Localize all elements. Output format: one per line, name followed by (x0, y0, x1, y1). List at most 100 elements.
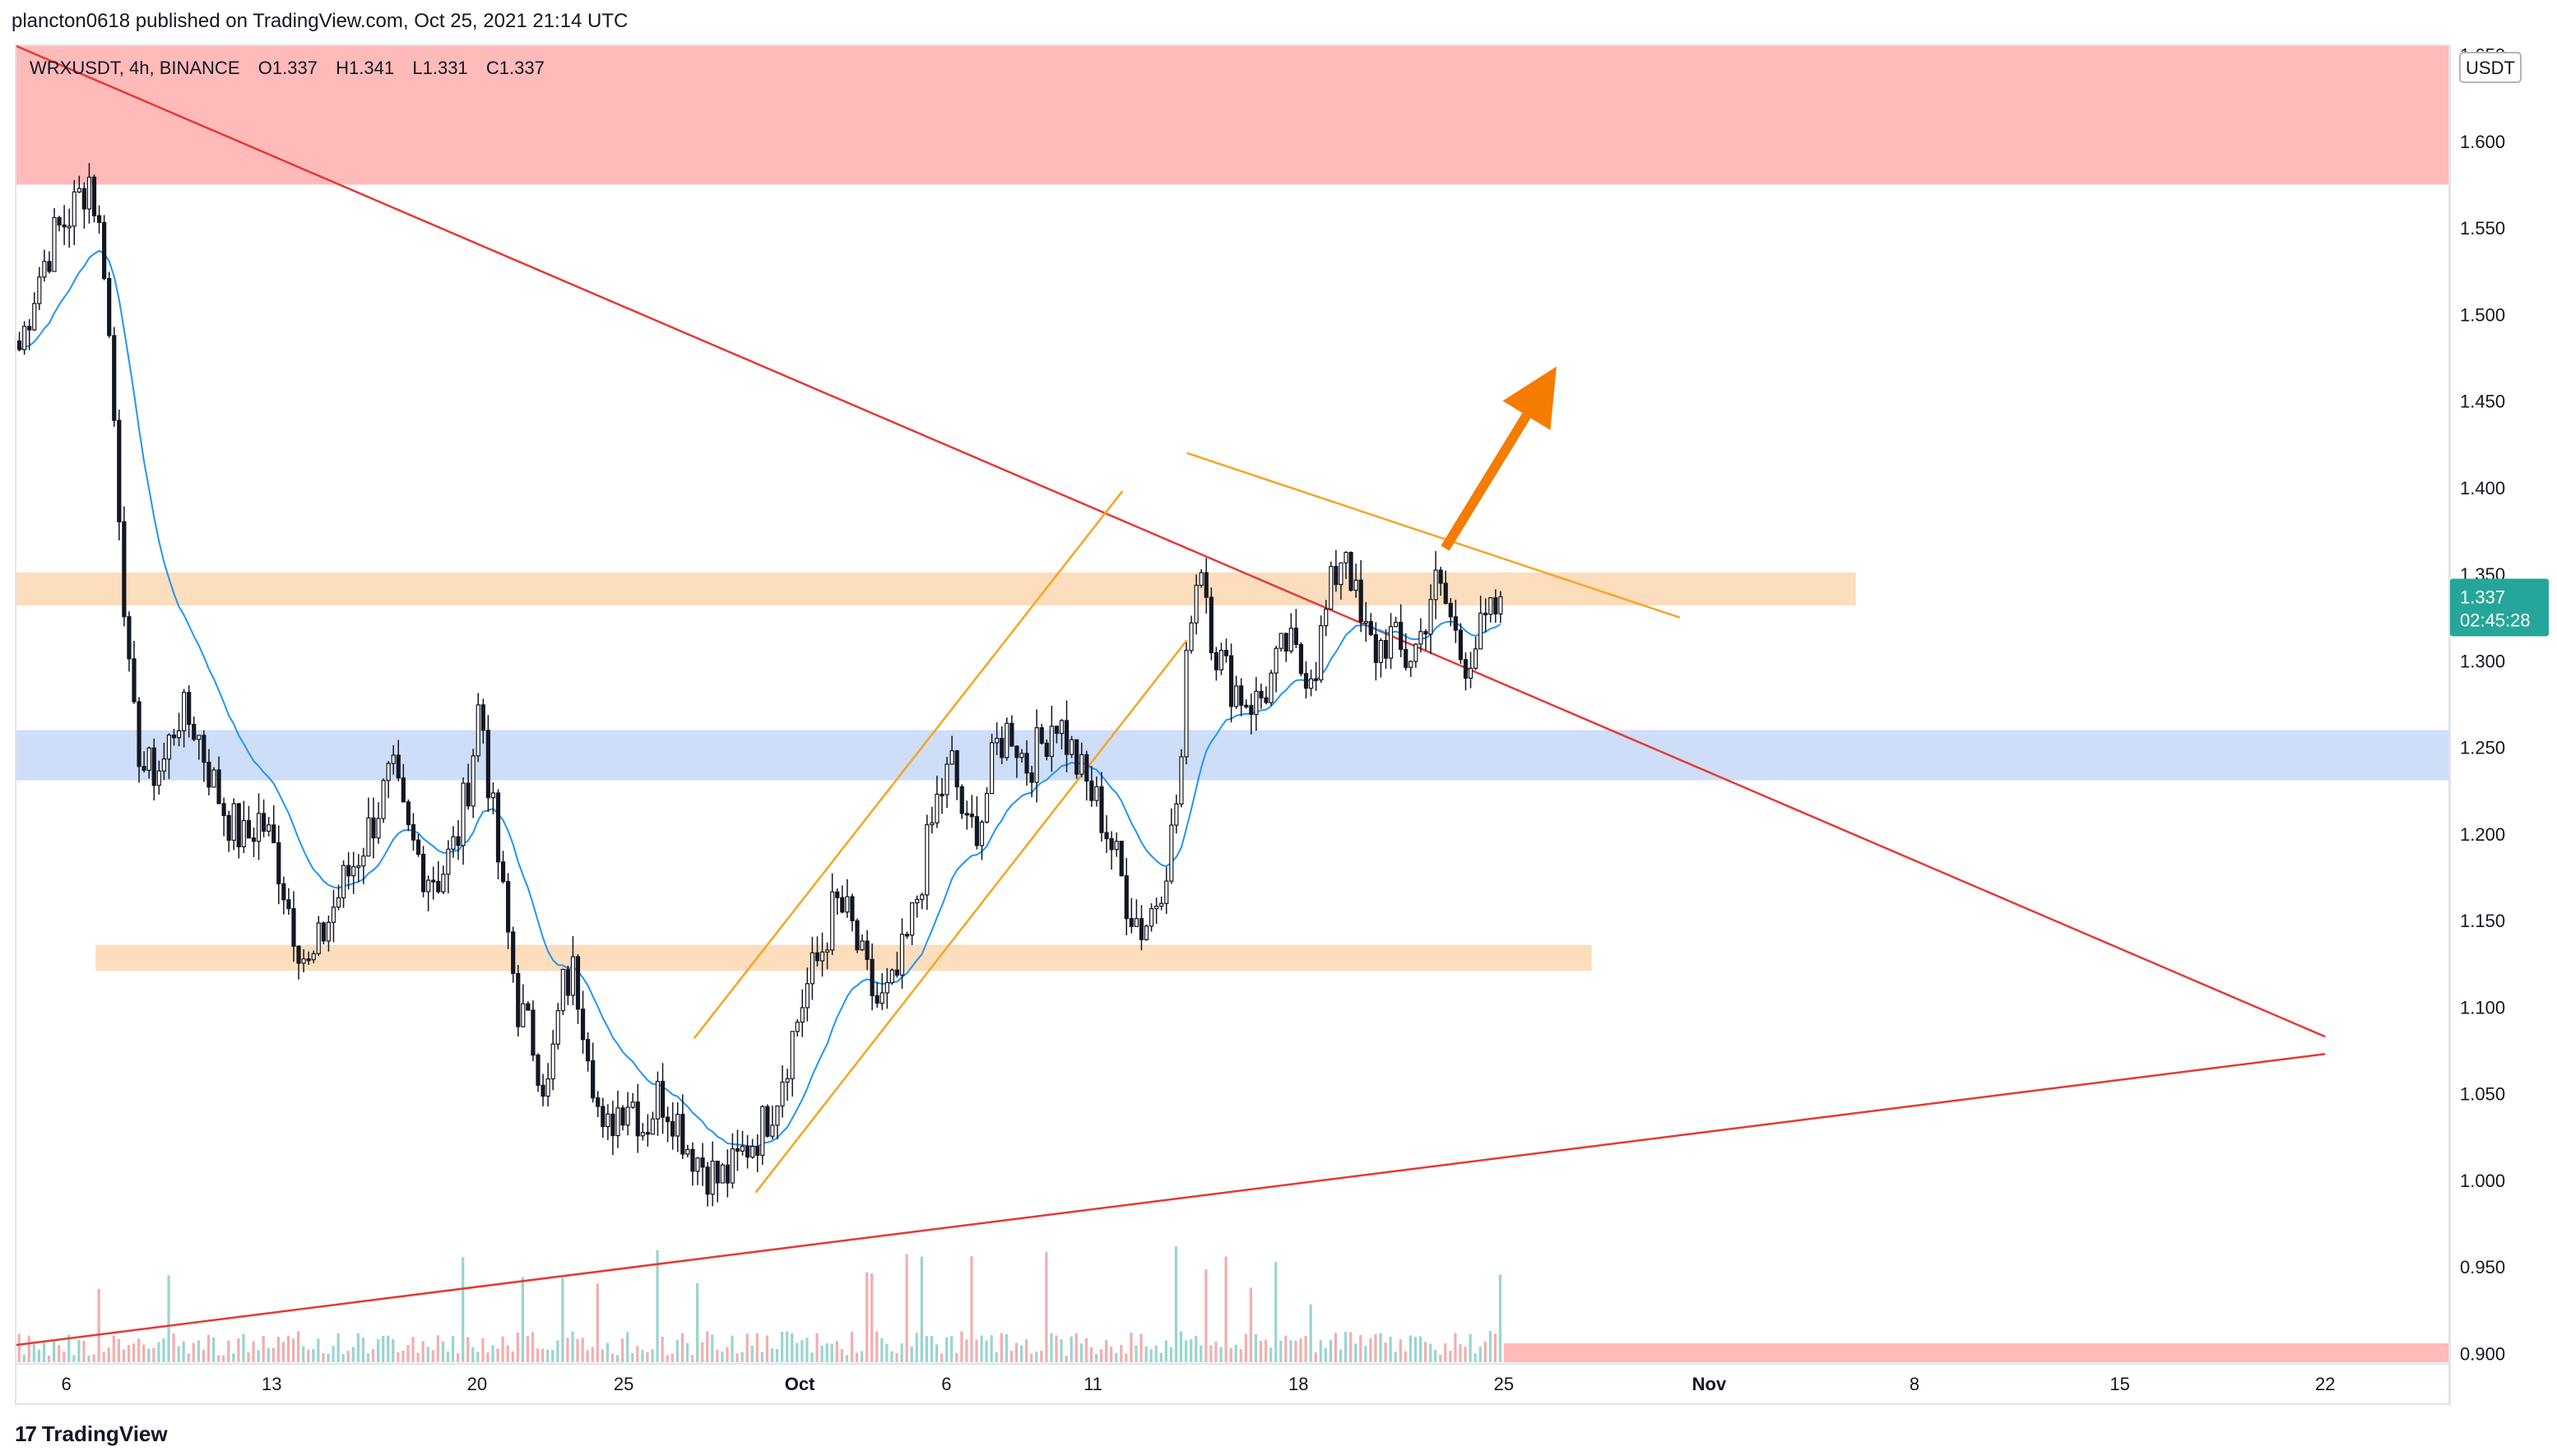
candle-body (1373, 633, 1378, 663)
candle-body (1483, 612, 1488, 616)
candle-body (1124, 875, 1129, 920)
time-tick: Nov (1692, 1374, 1727, 1394)
time-tick: 25 (614, 1374, 633, 1394)
candle-body (1239, 685, 1244, 706)
candle-body (990, 742, 995, 795)
candle-body (316, 922, 321, 954)
candle-body (42, 261, 47, 278)
volume-bar (317, 1338, 320, 1362)
candle-body (1064, 720, 1070, 755)
volume-bar (731, 1335, 734, 1362)
volume-bar (142, 1344, 146, 1362)
candle-body (1014, 745, 1019, 758)
candle-body (32, 303, 37, 331)
candle-body (765, 1106, 770, 1137)
candle-body (161, 758, 166, 772)
volume-bar (1159, 1352, 1162, 1362)
volume-bar (451, 1335, 455, 1362)
volume-bar (561, 1277, 564, 1362)
currency-label-box (2459, 52, 2522, 83)
candle-body (705, 1166, 710, 1195)
candle-body (979, 821, 985, 846)
line-ascending-trendline (16, 1053, 2326, 1347)
candle-body (112, 335, 117, 421)
volume-bar (1408, 1335, 1412, 1362)
candle-body (790, 1031, 795, 1079)
candle-body (1378, 640, 1384, 663)
volume-bar (701, 1342, 704, 1362)
candle-body (1024, 753, 1029, 774)
volume-bar (861, 1351, 864, 1362)
volume-bar (107, 1347, 110, 1362)
volume-bar (661, 1336, 664, 1362)
volume-bar (1314, 1352, 1317, 1362)
volume-bar (207, 1334, 211, 1362)
volume-bar (830, 1343, 833, 1362)
line-channel-lower (754, 639, 1188, 1194)
candle-body (420, 853, 426, 893)
volume-bar (232, 1353, 235, 1362)
candle-body (1458, 629, 1464, 661)
candle-body (485, 730, 490, 799)
time-tick: Oct (785, 1374, 815, 1394)
volume-bar (1014, 1342, 1019, 1362)
candle-body (735, 1148, 740, 1152)
volume-bar (1050, 1333, 1053, 1362)
candle-body (635, 1101, 640, 1137)
candle-body (745, 1145, 750, 1158)
volume-bar (401, 1350, 405, 1362)
candle-body (256, 813, 262, 842)
price-tick: 1.100 (2460, 997, 2505, 1018)
volume-bar (1439, 1354, 1442, 1362)
volume-bar (1274, 1262, 1278, 1362)
candle-body (830, 891, 835, 951)
candle-body (1119, 841, 1124, 877)
volume-bar (1229, 1347, 1232, 1362)
volume-bar (332, 1345, 335, 1362)
volume-bar (900, 1343, 903, 1362)
volume-bar (1219, 1347, 1223, 1362)
volume-bar (431, 1350, 434, 1362)
volume-bar (1074, 1333, 1078, 1362)
volume-bar (1413, 1337, 1418, 1362)
candle-body (271, 824, 276, 844)
candle-body (1493, 597, 1498, 614)
candle-body (835, 891, 840, 898)
candle-body (1293, 628, 1298, 646)
volume-bar (1384, 1342, 1387, 1362)
volume-bar (227, 1340, 230, 1362)
candle-body (1039, 727, 1044, 744)
candle-body (1443, 582, 1448, 605)
candle-body (1029, 772, 1034, 783)
candle-body (1019, 753, 1024, 758)
candle-body (406, 801, 411, 826)
candle-body (1283, 633, 1288, 652)
volume-bar (880, 1338, 884, 1362)
volume-bar (695, 1282, 699, 1362)
candle-body (1433, 569, 1438, 600)
volume-bar (1498, 1274, 1502, 1362)
tradingview-logo[interactable]: 17 TradingView (15, 1421, 168, 1447)
volume-bar (486, 1352, 490, 1362)
volume-bar (1019, 1345, 1023, 1362)
volume-bar (810, 1352, 814, 1362)
candle-body (267, 824, 271, 832)
volume-bar (416, 1352, 420, 1362)
volume-bar (112, 1335, 115, 1362)
candle-body (127, 616, 132, 660)
candle-body (72, 191, 77, 227)
volume-bar (820, 1345, 824, 1362)
volume-bar (242, 1333, 245, 1362)
candle-body (680, 1114, 685, 1155)
legend-symbol[interactable]: WRXUSDT, 4h, BINANCE (30, 58, 240, 78)
candle-body (146, 747, 151, 771)
volume-bar (1434, 1349, 1437, 1362)
candle-body (1009, 722, 1014, 747)
volume-bar (1190, 1338, 1193, 1362)
candle-body (1348, 551, 1353, 591)
candle-body (1408, 661, 1413, 668)
volume-bar (506, 1345, 509, 1362)
candle-body (565, 968, 570, 996)
volume-bar (466, 1337, 470, 1362)
